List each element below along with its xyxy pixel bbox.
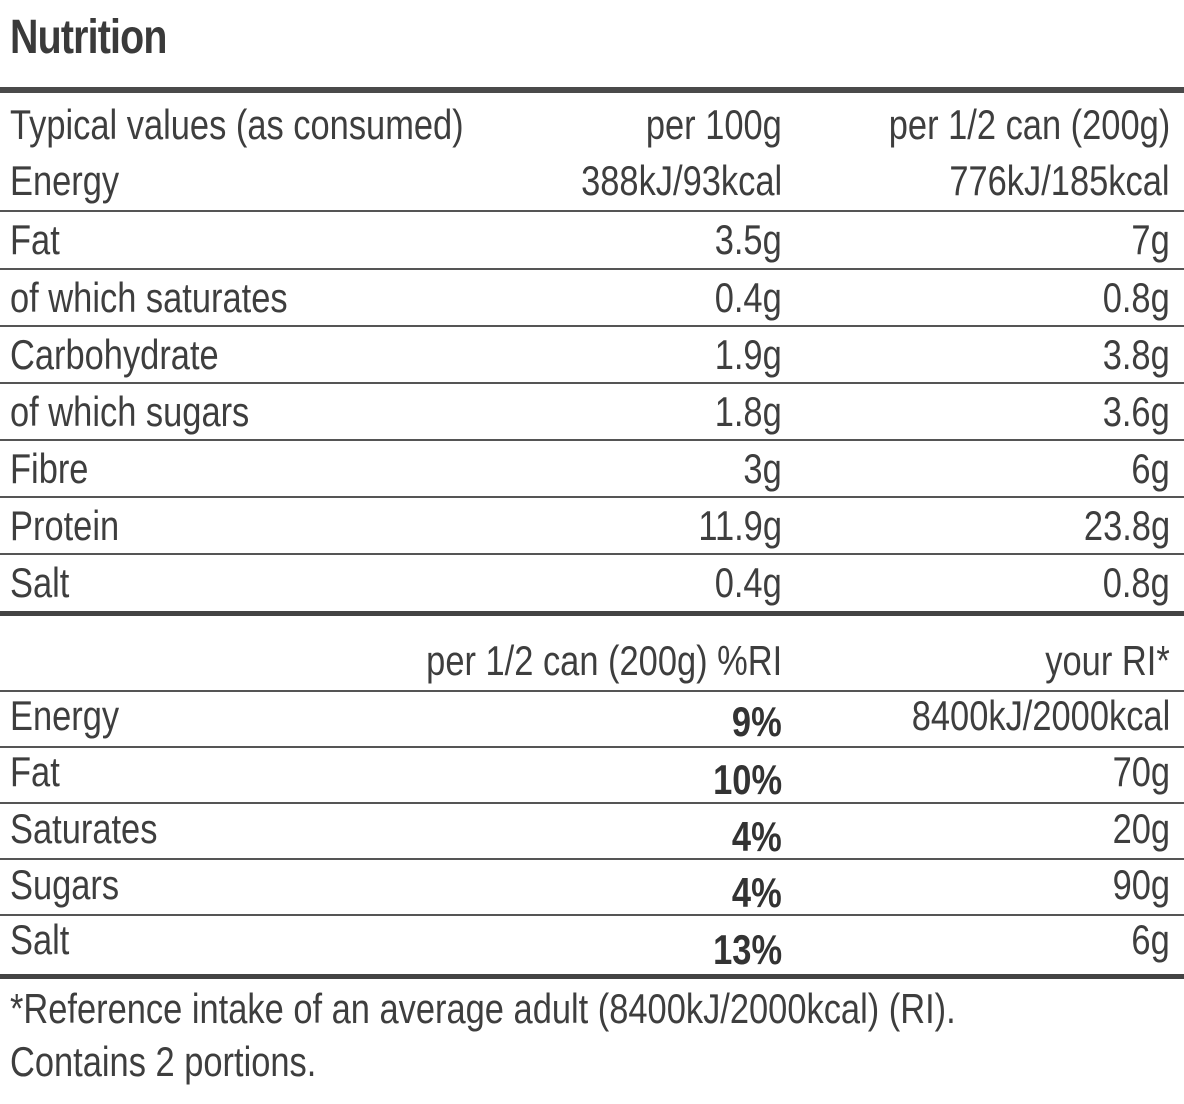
table-row: of which saturates 0.4g 0.8g: [0, 270, 1184, 326]
nutrient-label: Salt: [10, 559, 70, 606]
section-divider: [0, 611, 1184, 616]
per-serving-value: 23.8g: [1083, 502, 1170, 549]
row-divider: [0, 382, 1184, 384]
table1-header-label: Typical values (as consumed): [10, 101, 464, 148]
per100-value: 1.9g: [714, 331, 782, 378]
footnote-portions: Contains 2 portions.: [10, 1038, 317, 1085]
title-divider: [0, 87, 1184, 93]
row-divider: [0, 746, 1184, 748]
per100-value: 1.8g: [714, 388, 782, 435]
table-row: Salt 0.4g 0.8g: [0, 555, 1184, 611]
table-row: Saturates 4% 20g: [0, 801, 1184, 860]
table-row: Salt 13% 6g: [0, 912, 1184, 973]
per100-value: 0.4g: [714, 559, 782, 606]
your-ri-value: 70g: [1112, 748, 1170, 795]
per-serving-value: 776kJ/185kcal: [949, 157, 1170, 204]
table-row: of which sugars 1.8g 3.6g: [0, 384, 1184, 440]
table-row: Sugars 4% 90g: [0, 857, 1184, 916]
ri-percent: 13%: [713, 926, 782, 973]
table-row: Fat 10% 70g: [0, 744, 1184, 803]
table-row: Carbohydrate 1.9g 3.8g: [0, 327, 1184, 383]
row-divider: [0, 210, 1184, 212]
nutrient-label: Saturates: [10, 805, 158, 852]
nutrient-label: Sugars: [10, 861, 120, 908]
ri-percent: 9%: [732, 698, 782, 745]
per-serving-value: 3.6g: [1102, 388, 1170, 435]
per100-value: 0.4g: [714, 274, 782, 321]
row-divider: [0, 914, 1184, 916]
nutrient-label: Fat: [10, 216, 60, 263]
nutrient-label: Fat: [10, 748, 60, 795]
per-serving-value: 7g: [1131, 216, 1170, 263]
row-divider: [0, 325, 1184, 327]
nutrient-label: of which saturates: [10, 274, 288, 321]
nutrient-label: of which sugars: [10, 388, 250, 435]
table2-header-ri: per 1/2 can (200g) %RI: [425, 637, 782, 684]
per100-value: 3.5g: [714, 216, 782, 263]
section-divider: [0, 974, 1184, 979]
per-serving-value: 0.8g: [1102, 559, 1170, 606]
per-serving-value: 6g: [1131, 445, 1170, 492]
per100-value: 3g: [743, 445, 782, 492]
table-row: Protein 11.9g 23.8g: [0, 498, 1184, 554]
ri-percent: 4%: [732, 869, 782, 916]
ri-percent: 10%: [713, 756, 782, 803]
per100-value: 11.9g: [698, 502, 782, 549]
table1-header-per100: per 100g: [646, 101, 782, 148]
table-row: Fibre 3g 6g: [0, 441, 1184, 497]
row-divider: [0, 553, 1184, 555]
per-serving-value: 3.8g: [1102, 331, 1170, 378]
your-ri-value: 8400kJ/2000kcal: [911, 692, 1170, 739]
row-divider: [0, 690, 1184, 692]
nutrient-label: Fibre: [10, 445, 89, 492]
table2-header-your-ri: your RI*: [1045, 637, 1170, 684]
table2-header-row: per 1/2 can (200g) %RI your RI*: [0, 633, 1184, 689]
row-divider: [0, 439, 1184, 441]
nutrient-label: Protein: [10, 502, 120, 549]
table-row: Energy 388kJ/93kcal 776kJ/185kcal: [0, 153, 1184, 209]
table-row: Energy 9% 8400kJ/2000kcal: [0, 688, 1184, 745]
ri-percent: 4%: [732, 813, 782, 860]
table1-header-per-serving: per 1/2 can (200g): [888, 101, 1170, 148]
your-ri-value: 20g: [1112, 805, 1170, 852]
row-divider: [0, 496, 1184, 498]
row-divider: [0, 858, 1184, 860]
row-divider: [0, 802, 1184, 804]
table1-header-row: Typical values (as consumed) per 100g pe…: [0, 97, 1184, 153]
nutrient-label: Carbohydrate: [10, 331, 219, 378]
table-row: Fat 3.5g 7g: [0, 212, 1184, 268]
nutrient-label: Salt: [10, 916, 70, 963]
footnote-reference: *Reference intake of an average adult (8…: [10, 985, 956, 1032]
per-serving-value: 0.8g: [1102, 274, 1170, 321]
row-divider: [0, 268, 1184, 270]
nutrition-title: Nutrition: [10, 11, 167, 64]
your-ri-value: 6g: [1131, 916, 1170, 963]
nutrient-label: Energy: [10, 692, 120, 739]
nutrient-label: Energy: [10, 157, 120, 204]
per100-value: 388kJ/93kcal: [580, 157, 782, 204]
your-ri-value: 90g: [1112, 861, 1170, 908]
